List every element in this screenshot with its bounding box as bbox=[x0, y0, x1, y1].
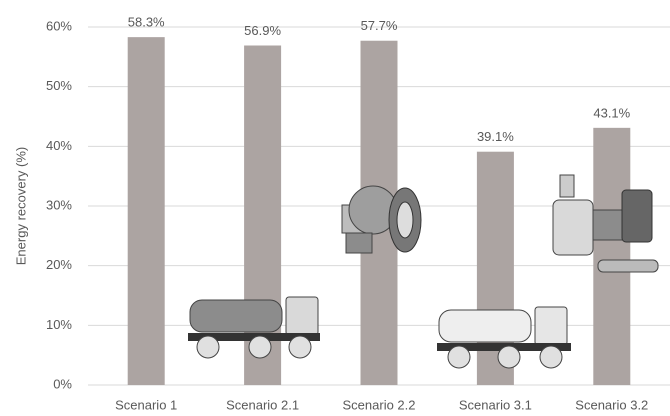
y-axis-label: Energy recovery (%) bbox=[13, 147, 28, 265]
data-label: 57.7% bbox=[361, 18, 398, 33]
data-label: 58.3% bbox=[128, 15, 165, 30]
y-tick-label: 20% bbox=[46, 257, 72, 272]
y-tick-label: 40% bbox=[46, 138, 72, 153]
x-tick-label: Scenario 1 bbox=[115, 397, 177, 412]
data-label: 43.1% bbox=[593, 105, 630, 120]
x-tick-label: Scenario 3.1 bbox=[459, 397, 532, 412]
y-tick-label: 50% bbox=[46, 78, 72, 93]
truck-icon bbox=[188, 296, 320, 359]
y-tick-label: 60% bbox=[46, 18, 72, 33]
bar bbox=[593, 127, 631, 385]
turbine-icon bbox=[341, 185, 422, 254]
x-tick-label: Scenario 2.2 bbox=[343, 397, 416, 412]
x-tick-label: Scenario 3.2 bbox=[575, 397, 648, 412]
machine-icon bbox=[552, 174, 659, 273]
truck-icon bbox=[437, 306, 571, 369]
data-label: 56.9% bbox=[244, 23, 281, 38]
y-tick-label: 10% bbox=[46, 317, 72, 332]
y-tick-label: 0% bbox=[53, 376, 72, 391]
data-label: 39.1% bbox=[477, 129, 514, 144]
x-tick-label: Scenario 2.1 bbox=[226, 397, 299, 412]
y-tick-label: 30% bbox=[46, 197, 72, 212]
bar bbox=[127, 37, 165, 385]
